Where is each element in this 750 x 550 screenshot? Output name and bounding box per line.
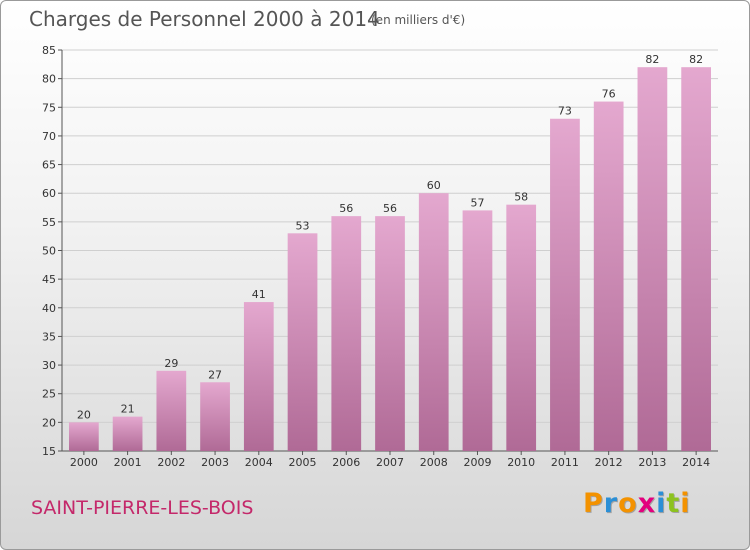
bar	[112, 416, 143, 451]
bar-value-label: 20	[77, 408, 91, 421]
x-tick-label: 2004	[245, 456, 273, 469]
bar-value-label: 82	[645, 53, 659, 66]
bar	[243, 302, 274, 451]
y-tick-label: 35	[42, 330, 56, 343]
x-tick-label: 2008	[420, 456, 448, 469]
x-tick-label: 2010	[507, 456, 535, 469]
bar	[68, 422, 99, 451]
x-tick-label: 2013	[638, 456, 666, 469]
bar-value-label: 76	[602, 88, 616, 101]
x-tick-label: 2009	[463, 456, 491, 469]
y-tick-label: 60	[42, 187, 56, 200]
bar-value-label: 27	[208, 368, 222, 381]
proxiti-logo: Proxiti	[583, 488, 691, 519]
x-tick-label: 2011	[551, 456, 579, 469]
x-tick-label: 2007	[376, 456, 404, 469]
x-tick-label: 2012	[595, 456, 623, 469]
logo-letter: x	[637, 488, 657, 519]
bar-value-label: 29	[164, 357, 178, 370]
x-tick-label: 2005	[289, 456, 317, 469]
bar	[593, 101, 624, 452]
y-tick-label: 80	[42, 73, 56, 86]
bar	[462, 210, 493, 451]
logo-letter: t	[666, 488, 681, 519]
y-tick-label: 15	[42, 445, 56, 458]
logo-letter: i	[656, 488, 667, 519]
chart-subtitle: (en milliers d'€)	[371, 13, 466, 27]
bars	[68, 67, 712, 452]
bar	[331, 216, 362, 451]
bar-value-label: 56	[383, 202, 397, 215]
y-tick-label: 55	[42, 216, 56, 229]
y-tick-label: 85	[42, 44, 56, 57]
y-tick-label: 20	[42, 416, 56, 429]
bar-value-label: 82	[689, 53, 703, 66]
chart-title: Charges de Personnel 2000 à 2014	[29, 7, 380, 31]
bar-value-label: 58	[514, 191, 528, 204]
bar	[550, 118, 580, 451]
x-tick-label: 2003	[201, 456, 229, 469]
bar-value-label: 60	[427, 179, 441, 192]
logo-letter: P	[583, 488, 604, 519]
x-tick-label: 2001	[114, 456, 142, 469]
y-tick-label: 25	[42, 388, 56, 401]
axes: 15 20 25 30 35 40 45 50 55 60 65 70 75 80 85 2000 2001 20…	[42, 44, 718, 469]
bar	[418, 193, 449, 451]
x-tick-label: 2006	[332, 456, 360, 469]
y-tick-label: 70	[42, 130, 56, 143]
bar	[287, 233, 318, 451]
x-tick-label: 2002	[157, 456, 185, 469]
bar	[506, 204, 537, 451]
bar	[156, 370, 187, 451]
x-tick-label: 2014	[682, 456, 710, 469]
logo-letter: o	[618, 488, 638, 519]
bar-value-label: 53	[296, 219, 310, 232]
y-tick-label: 45	[42, 273, 56, 286]
y-tick-label: 65	[42, 159, 56, 172]
x-tick-label: 2000	[70, 456, 98, 469]
logo-letter: i	[680, 488, 691, 519]
bar-value-label: 41	[252, 288, 266, 301]
y-tick-label: 50	[42, 245, 56, 258]
y-tick-label: 30	[42, 359, 56, 372]
bar	[375, 216, 405, 451]
bar-value-label: 21	[121, 403, 135, 416]
bar	[681, 67, 712, 451]
logo-letter: r	[603, 488, 619, 519]
bar	[637, 67, 668, 451]
city-name: SAINT-PIERRE-LES-BOIS	[31, 497, 254, 519]
bar-value-label: 73	[558, 105, 572, 118]
bar	[200, 382, 230, 451]
y-tick-label: 75	[42, 101, 56, 114]
y-tick-label: 40	[42, 302, 56, 315]
labels: 20 21 29 27 41 53 56 56 60 57 58 73 76 82 82	[77, 53, 703, 421]
bar-value-label: 56	[339, 202, 353, 215]
bar-value-label: 57	[470, 196, 484, 209]
